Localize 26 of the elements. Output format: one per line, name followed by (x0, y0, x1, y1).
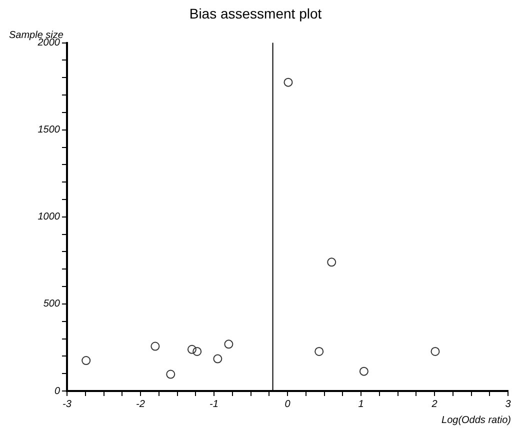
point (82, 356, 91, 366)
point (192, 346, 202, 356)
x-axis-title: Log(Odds ratio) (442, 414, 511, 426)
x-tick-label: -3 (62, 398, 72, 410)
x-tick-label: -1 (210, 398, 218, 410)
y-tick-label: 1500 (38, 124, 60, 136)
chart-title: Bias assessment plot (189, 5, 322, 22)
y-tick-label: 500 (43, 298, 60, 310)
y-tick-label: 2000 (36, 38, 60, 49)
x-tick-label: 1 (358, 398, 364, 410)
point (284, 78, 293, 87)
point (327, 258, 336, 267)
point (430, 346, 440, 356)
x-tick-label: -2 (136, 398, 146, 410)
y-tick-label: 0 (54, 386, 60, 397)
point (150, 342, 160, 351)
x-tick-label: 2 (430, 398, 438, 410)
point (213, 354, 222, 364)
point (359, 366, 368, 376)
x-tick-label: 0 (284, 398, 291, 410)
y-tick-label: 1000 (38, 212, 60, 223)
point (187, 344, 196, 354)
point (166, 370, 176, 379)
point (224, 340, 234, 349)
point (314, 346, 324, 356)
x-tick-label: 3 (505, 398, 512, 410)
